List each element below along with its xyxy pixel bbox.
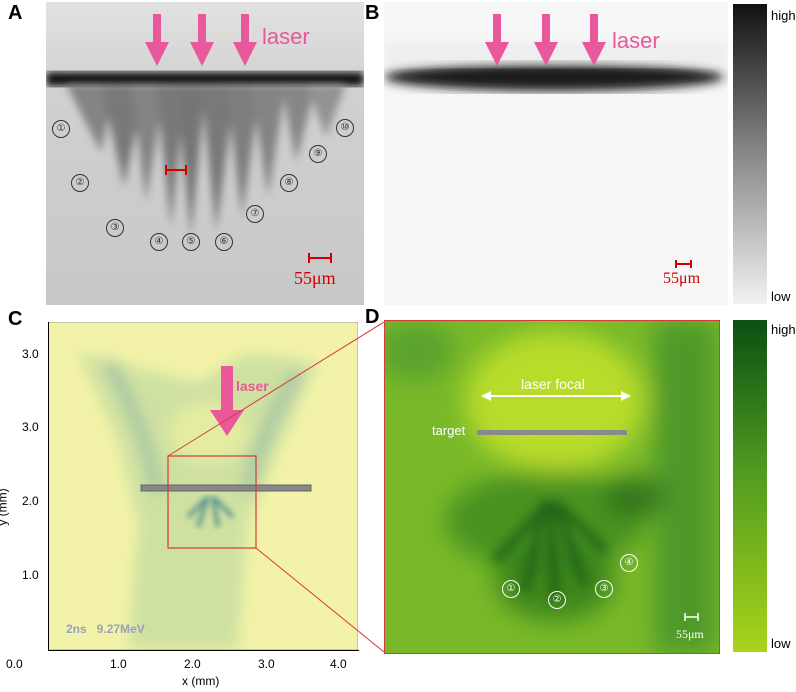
panel-a-scale-label: 55μm bbox=[294, 268, 336, 288]
panel-a-marker: ⑨ bbox=[309, 145, 327, 163]
panel-a-laser-arrows bbox=[145, 14, 257, 66]
panel-c-ytick: 2.0 bbox=[22, 494, 39, 508]
panel-d-focal-label: laser focal bbox=[521, 376, 585, 392]
panel-c-ytick: 1.0 bbox=[22, 568, 39, 582]
panel-c-info: 2ns 9.27MeV bbox=[66, 622, 145, 636]
panel-b-scale-label: 55μm bbox=[663, 270, 701, 287]
panel-c-laser-label: laser bbox=[236, 378, 269, 394]
panel-a-label: A bbox=[8, 2, 23, 24]
panel-d-focal-arrow bbox=[481, 391, 631, 401]
panel-d-image bbox=[384, 320, 720, 654]
panel-b-laser-arrows bbox=[485, 14, 606, 66]
panel-d-label: D bbox=[365, 306, 380, 328]
panel-b-colorbar-high: high bbox=[771, 8, 796, 23]
panel-c-xtick: 3.0 bbox=[258, 657, 275, 671]
panel-c-xtick: 1.0 bbox=[110, 657, 127, 671]
panel-a-marker: ⑤ bbox=[182, 233, 200, 251]
panel-c-ytick: 3.0 bbox=[22, 347, 39, 361]
panel-c-svg bbox=[47, 321, 359, 651]
panel-c-target bbox=[140, 484, 312, 492]
panel-d-svg bbox=[385, 321, 719, 653]
panel-c-xtick: 4.0 bbox=[330, 657, 347, 671]
panel-d-scale-label: 55μm bbox=[676, 627, 704, 641]
panel-d-target-label: target bbox=[432, 423, 466, 438]
panel-c-xtick: 2.0 bbox=[184, 657, 201, 671]
panel-a-marker: ⑦ bbox=[246, 205, 264, 223]
panel-c-xtick: 0.0 bbox=[6, 657, 23, 671]
panel-d-colorbar-low: low bbox=[771, 636, 791, 651]
panel-a-marker: ③ bbox=[106, 219, 124, 237]
panel-d-marker: ③ bbox=[595, 580, 613, 598]
panel-c-label: C bbox=[8, 308, 23, 330]
panel-d-marker: ② bbox=[548, 591, 566, 609]
panel-b-colorbar-low: low bbox=[771, 289, 791, 304]
panel-c-axis-frame bbox=[48, 322, 359, 651]
panel-b-laser-label: laser bbox=[612, 28, 660, 53]
panel-a-marker: ④ bbox=[150, 233, 168, 251]
panel-c-plot bbox=[47, 321, 359, 651]
panel-c-xlabel: x (mm) bbox=[182, 674, 220, 688]
panel-a-marker: ⑧ bbox=[280, 174, 298, 192]
panel-c-zoom-box bbox=[167, 455, 257, 549]
panel-b-label: B bbox=[365, 2, 380, 24]
panel-b-image bbox=[384, 2, 728, 305]
panel-c-ytick: 3.0 bbox=[22, 420, 39, 434]
panel-b-svg bbox=[384, 2, 728, 305]
panel-a-marker: ① bbox=[52, 120, 70, 138]
panel-d-colorbar bbox=[733, 320, 767, 652]
panel-a-marker: ⑥ bbox=[215, 233, 233, 251]
panel-d-marker: ④ bbox=[620, 554, 638, 572]
panel-a-marker: ② bbox=[71, 174, 89, 192]
panel-c-laser-arrow bbox=[210, 366, 244, 436]
panel-d-marker: ① bbox=[502, 580, 520, 598]
panel-d-colorbar-high: high bbox=[771, 322, 796, 337]
panel-d-target-bar bbox=[477, 430, 627, 435]
panel-a-marker: ⑩ bbox=[336, 119, 354, 137]
panel-b-colorbar bbox=[733, 4, 767, 304]
panel-a-laser-label: laser bbox=[262, 24, 310, 49]
